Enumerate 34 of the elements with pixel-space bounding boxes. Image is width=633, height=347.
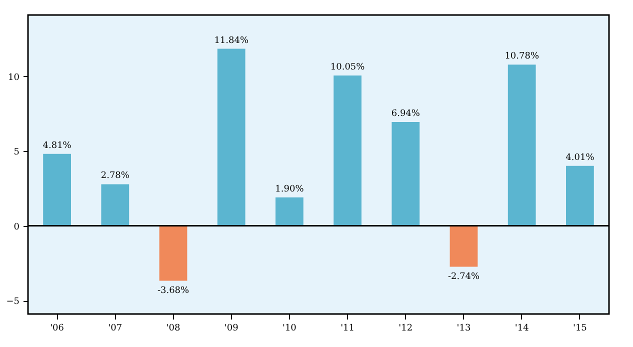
bar <box>392 122 420 226</box>
data-label: -2.74% <box>448 272 480 282</box>
x-tick-label: '14 <box>514 324 530 334</box>
data-label: 11.84% <box>214 36 249 46</box>
data-label: 6.94% <box>391 109 420 120</box>
bar <box>159 226 188 281</box>
bar <box>101 184 130 226</box>
x-tick-label: '09 <box>224 324 239 334</box>
bar <box>276 197 304 226</box>
x-tick-label: '08 <box>166 324 180 334</box>
bar <box>566 166 594 226</box>
data-label: 4.01% <box>566 152 595 163</box>
bar <box>508 64 536 226</box>
x-tick-label: '10 <box>282 324 297 334</box>
data-label: 1.90% <box>275 184 304 194</box>
data-label: 4.81% <box>42 140 72 151</box>
data-label: 10.05% <box>330 62 366 73</box>
x-tick-label: '11 <box>340 324 355 334</box>
x-tick-label: '07 <box>108 324 122 334</box>
y-tick-label: 0 <box>14 222 20 232</box>
y-tick-label: 5 <box>14 148 20 158</box>
bar <box>43 154 71 226</box>
bar <box>334 76 362 226</box>
data-label: 2.78% <box>100 171 130 182</box>
x-tick-label: '12 <box>398 324 413 334</box>
data-label: -3.68% <box>157 286 190 296</box>
x-tick-label: '15 <box>572 324 588 334</box>
bar <box>450 226 478 267</box>
data-label: 10.78% <box>504 52 540 62</box>
y-tick-label: −5 <box>6 297 20 308</box>
x-tick-label: '06 <box>50 324 64 334</box>
y-tick-label: 10 <box>8 72 20 83</box>
x-tick-label: '13 <box>456 324 471 334</box>
bar <box>217 48 246 226</box>
